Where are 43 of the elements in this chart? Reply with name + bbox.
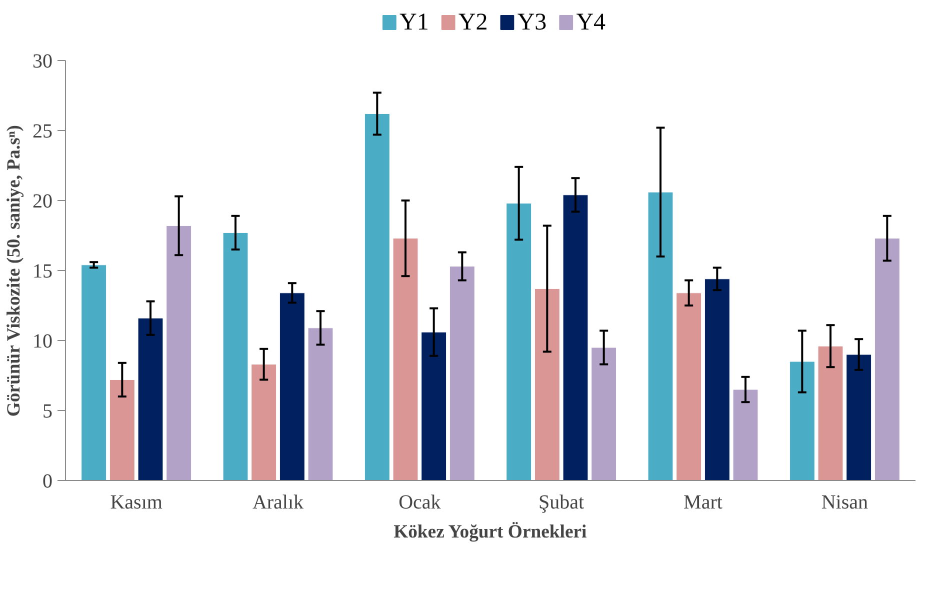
bar — [166, 225, 192, 480]
x-tick-label: Şubat — [538, 492, 585, 514]
bar — [591, 347, 617, 480]
y-tick-label: 10 — [32, 330, 52, 352]
legend-label: Y4 — [576, 10, 606, 36]
x-axis-title: Kökez Yoğurt Örnekleri — [394, 522, 587, 542]
y-tick-label: 25 — [32, 120, 52, 142]
x-tick-label: Kasım — [110, 492, 163, 514]
bar — [506, 203, 532, 480]
y-tick-label: 20 — [32, 190, 52, 212]
bar — [789, 361, 815, 480]
x-tick-label: Aralık — [252, 492, 304, 514]
bar — [81, 264, 107, 480]
x-tick-label: Ocak — [398, 492, 441, 514]
bar — [562, 194, 588, 480]
legend-label: Y1 — [400, 10, 429, 36]
bar — [421, 332, 447, 480]
legend-label: Y2 — [458, 10, 488, 36]
bar — [279, 292, 305, 480]
x-tick-label: Nisan — [821, 492, 868, 514]
bar — [308, 328, 334, 480]
bar — [251, 364, 277, 480]
bar — [364, 113, 390, 480]
bar — [109, 379, 135, 480]
bar — [222, 232, 248, 480]
bar — [704, 278, 730, 480]
bar — [648, 192, 674, 480]
bar — [534, 288, 560, 480]
bar — [449, 266, 475, 480]
y-tick-label: 0 — [42, 470, 52, 492]
y-axis-title: Görünür Viskozite (50. saniye, Pa.sⁿ) — [4, 124, 24, 417]
x-tick-label: Mart — [684, 492, 723, 514]
y-tick-label: 30 — [32, 50, 52, 72]
bar — [846, 354, 872, 480]
y-tick-label: 15 — [32, 260, 52, 282]
bar — [818, 346, 844, 480]
bar — [392, 238, 418, 480]
bar — [874, 238, 900, 480]
legend-label: Y3 — [517, 10, 547, 36]
bar — [732, 389, 758, 480]
y-tick-label: 5 — [42, 400, 52, 422]
bar — [138, 318, 164, 480]
bar — [676, 292, 702, 480]
